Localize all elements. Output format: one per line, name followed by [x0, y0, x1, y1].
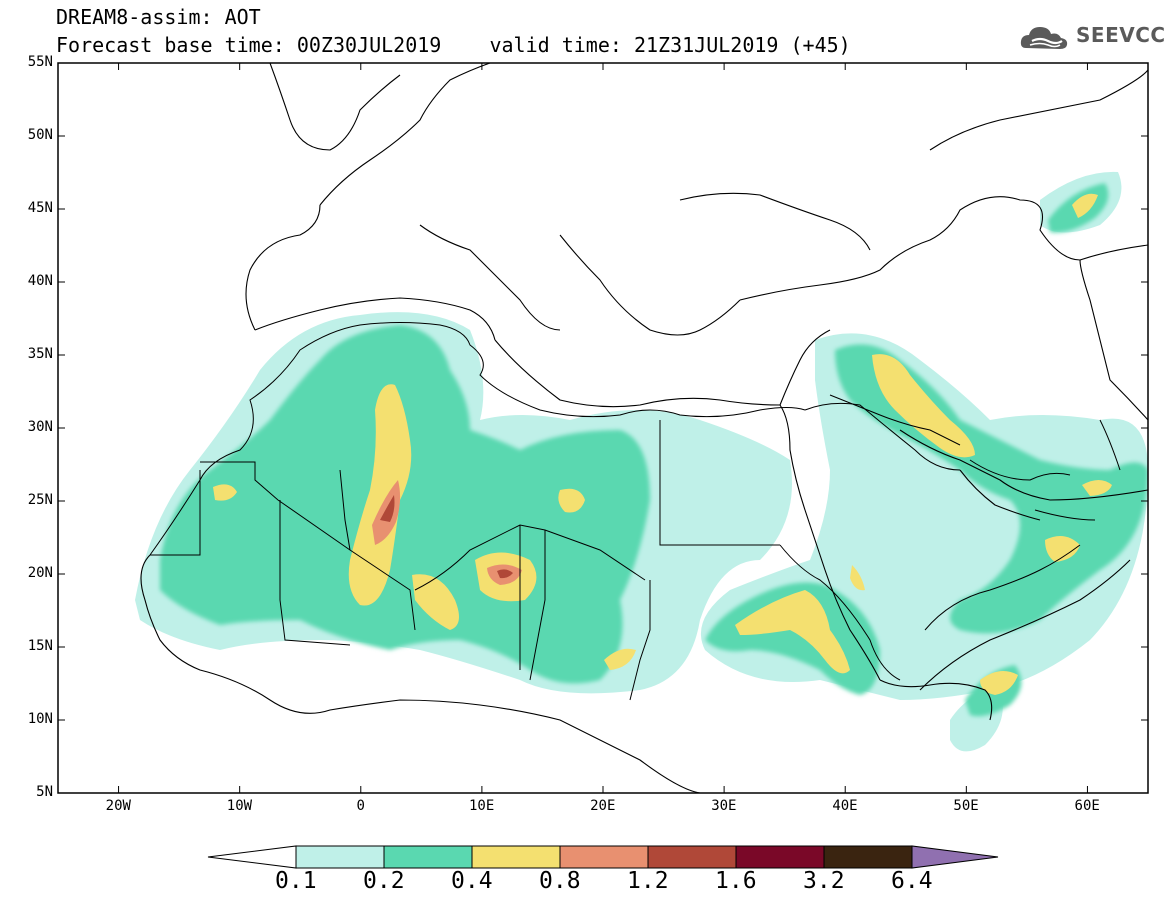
lon-label: 60E — [1074, 798, 1100, 814]
logo-text: SEEVCCC — [1076, 23, 1165, 47]
coastlines — [140, 63, 1148, 793]
axis-ticks — [58, 62, 1148, 794]
colorbar-level-label: 1.2 — [627, 868, 669, 894]
title-line-2: Forecast base time: 00Z30JUL2019 valid t… — [56, 33, 851, 57]
lat-label: 20N — [27, 565, 53, 581]
lon-label: 20W — [105, 798, 131, 814]
aot-band-1.2 — [380, 495, 513, 579]
colorbar-level-label: 0.8 — [539, 868, 581, 894]
lon-label: 30E — [711, 798, 737, 814]
colorbar-level-label: 0.1 — [275, 868, 317, 894]
country-boundaries — [149, 322, 1121, 701]
lat-label: 40N — [27, 273, 53, 289]
cloud-icon — [1020, 27, 1068, 49]
lon-label: 40E — [832, 798, 858, 814]
colorbar-level-label: 3.2 — [803, 868, 845, 894]
lat-label: 55N — [27, 54, 53, 70]
colorbar — [207, 845, 999, 869]
lon-label: 50E — [953, 798, 979, 814]
aot-fields — [135, 63, 1148, 793]
lon-label: 10E — [468, 798, 495, 814]
lat-label: 30N — [27, 419, 53, 435]
lat-label: 50N — [27, 127, 53, 143]
lat-label: 45N — [27, 200, 53, 216]
lon-label: 20E — [590, 798, 616, 814]
lat-label: 5N — [36, 784, 53, 800]
title-line-1: DREAM8-assim: AOT — [56, 5, 261, 29]
colorbar-level-label: 1.6 — [715, 868, 757, 894]
seevccc-logo: SEEVCCC — [1018, 20, 1165, 56]
aot-band-0.4 — [213, 193, 1112, 695]
colorbar-level-label: 6.4 — [891, 868, 933, 894]
lat-label: 25N — [27, 492, 53, 508]
colorbar-level-label: 0.2 — [363, 868, 405, 894]
lat-label: 35N — [27, 346, 53, 362]
colorbar-level-label: 0.4 — [451, 868, 493, 894]
lat-label: 10N — [27, 711, 53, 727]
lat-label: 15N — [27, 638, 53, 654]
lon-label: 10W — [226, 798, 253, 814]
lon-label: 0 — [356, 798, 365, 814]
